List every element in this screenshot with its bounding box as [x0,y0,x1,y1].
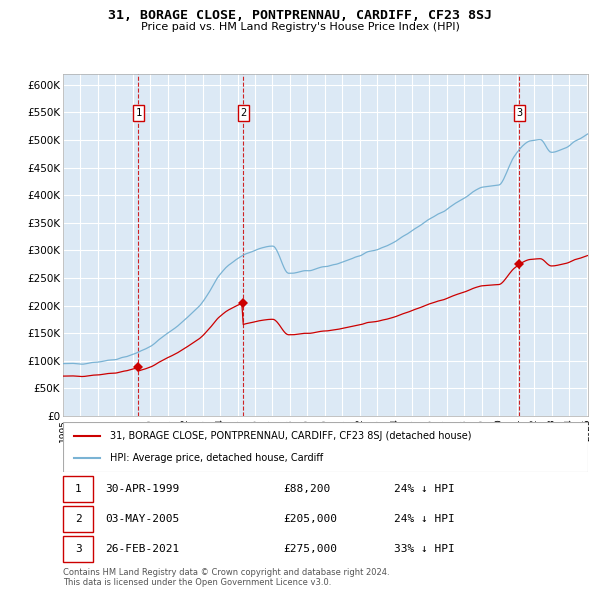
Text: £88,200: £88,200 [284,484,331,494]
Text: 2: 2 [240,108,247,118]
FancyBboxPatch shape [63,476,94,502]
Text: 30-APR-1999: 30-APR-1999 [105,484,179,494]
Text: 26-FEB-2021: 26-FEB-2021 [105,544,179,554]
FancyBboxPatch shape [63,506,94,532]
Text: 33% ↓ HPI: 33% ↓ HPI [394,544,455,554]
Text: Contains HM Land Registry data © Crown copyright and database right 2024.
This d: Contains HM Land Registry data © Crown c… [63,568,389,587]
Text: 03-MAY-2005: 03-MAY-2005 [105,514,179,524]
Text: HPI: Average price, detached house, Cardiff: HPI: Average price, detached house, Card… [110,453,323,463]
Text: 24% ↓ HPI: 24% ↓ HPI [394,514,455,524]
Text: 1: 1 [136,108,142,118]
Text: Price paid vs. HM Land Registry's House Price Index (HPI): Price paid vs. HM Land Registry's House … [140,22,460,32]
Text: 24% ↓ HPI: 24% ↓ HPI [394,484,455,494]
FancyBboxPatch shape [63,536,94,562]
Text: £205,000: £205,000 [284,514,337,524]
Text: 1: 1 [75,484,82,494]
Text: 3: 3 [516,108,523,118]
Text: 3: 3 [75,544,82,554]
Text: 31, BORAGE CLOSE, PONTPRENNAU, CARDIFF, CF23 8SJ (detached house): 31, BORAGE CLOSE, PONTPRENNAU, CARDIFF, … [110,431,472,441]
Text: 2: 2 [75,514,82,524]
Text: £275,000: £275,000 [284,544,337,554]
Text: 31, BORAGE CLOSE, PONTPRENNAU, CARDIFF, CF23 8SJ: 31, BORAGE CLOSE, PONTPRENNAU, CARDIFF, … [108,9,492,22]
